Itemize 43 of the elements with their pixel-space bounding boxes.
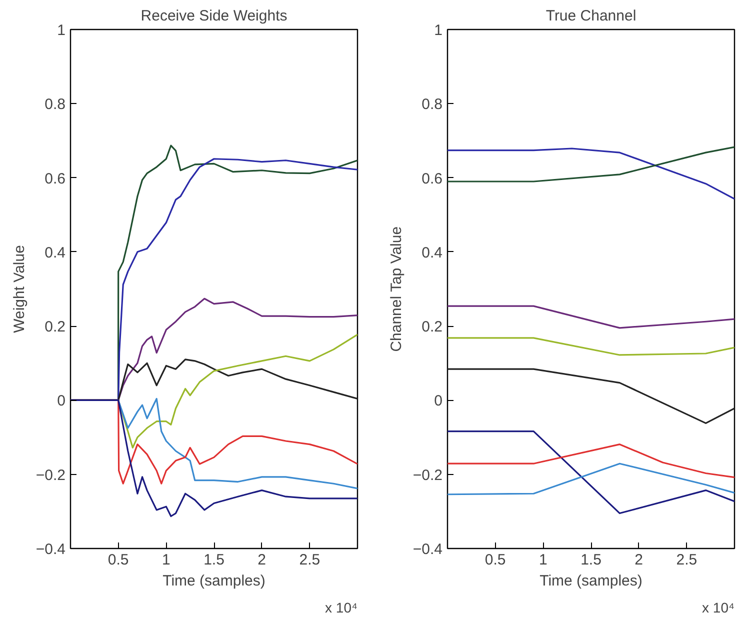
y-tick-label: 0.6 bbox=[422, 170, 443, 188]
x-tick-label: 1.5 bbox=[204, 552, 224, 568]
y-axis-title: Channel Tap Value bbox=[388, 226, 405, 352]
x-tick-label: 0.5 bbox=[108, 552, 129, 568]
x-tick-label: 1.5 bbox=[580, 552, 602, 568]
y-axis-title: Weight Value bbox=[10, 245, 28, 333]
chart-title: True Channel bbox=[546, 8, 636, 24]
x-axis-title: Time (samples) bbox=[162, 572, 266, 590]
y-tick-label: 0.2 bbox=[422, 318, 443, 336]
line-series bbox=[448, 148, 734, 200]
chart-title: Receive Side Weights bbox=[140, 8, 288, 24]
text: x 10⁴ bbox=[325, 600, 358, 616]
line-series bbox=[448, 444, 734, 478]
y-tick-label: 1 bbox=[57, 22, 66, 39]
line-series bbox=[448, 305, 734, 329]
line-series bbox=[448, 462, 734, 496]
x-tick-label: 2 bbox=[258, 552, 266, 568]
y-tick-label: −0.2 bbox=[36, 466, 66, 484]
y-tick-label: 0.8 bbox=[44, 96, 66, 114]
y-tick-label: 0.4 bbox=[422, 244, 443, 262]
y-tick-label: 0.4 bbox=[44, 244, 66, 262]
y-tick-label: 0.6 bbox=[44, 170, 66, 188]
x-axis-title: Time (samples) bbox=[540, 572, 642, 590]
line-series bbox=[448, 430, 734, 514]
y-tick-label: 0 bbox=[57, 392, 66, 410]
y-tick-label: −0.2 bbox=[412, 466, 443, 484]
y-tick-label: 0 bbox=[434, 392, 442, 410]
x-tick-label: 1 bbox=[538, 552, 548, 568]
y-tick-label: 0.8 bbox=[422, 96, 443, 114]
x-tick-label: 2 bbox=[634, 552, 644, 568]
text: x 10⁴ bbox=[702, 600, 735, 616]
line-series bbox=[70, 399, 358, 518]
x-tick-label: 2.5 bbox=[299, 552, 320, 568]
y-tick-label: −0.4 bbox=[412, 541, 443, 558]
x-tick-label: 2.5 bbox=[676, 552, 698, 568]
line-series bbox=[448, 368, 734, 424]
line-series bbox=[448, 337, 734, 356]
y-tick-label: −0.4 bbox=[36, 541, 66, 558]
y-tick-label: 1 bbox=[434, 22, 442, 39]
y-tick-label: 0.2 bbox=[44, 318, 66, 336]
x-tick-label: 1 bbox=[162, 552, 170, 568]
x-tick-label: 0.5 bbox=[484, 552, 506, 568]
line-series bbox=[448, 146, 734, 182]
